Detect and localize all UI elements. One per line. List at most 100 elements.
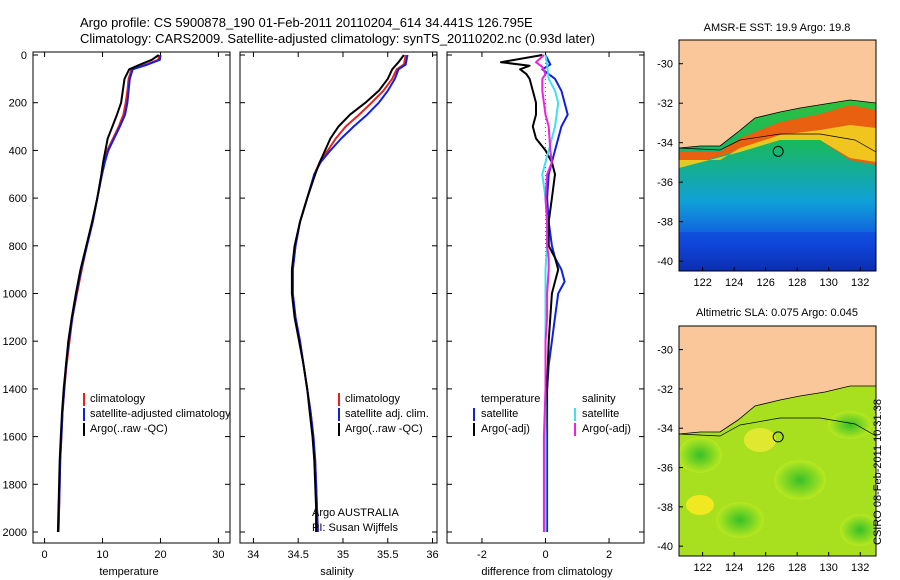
sla-eddy bbox=[774, 460, 826, 500]
series-line bbox=[56, 54, 160, 533]
map-x-tick-label: 122 bbox=[693, 562, 711, 574]
figure-title-line2: Climatology: CARS2009. Satellite-adjuste… bbox=[80, 31, 595, 46]
map-x-tick-label: 124 bbox=[725, 277, 743, 289]
map-y-tick-label: -36 bbox=[657, 177, 673, 189]
temperature-panel: 0 10 20 30 0 200 400 600 800 1000 1200 1400 1600 1800… bbox=[3, 50, 230, 561]
difference-xlabel: difference from climatology bbox=[481, 566, 613, 578]
map-y-tick-label: -36 bbox=[657, 463, 673, 475]
salinity-panel: 34 34.5 35 35.5 36 bbox=[240, 52, 439, 561]
map-y-tick-label: -34 bbox=[657, 138, 673, 150]
salinity-xlabel: salinity bbox=[320, 566, 354, 578]
legend-group-temperature: temperature bbox=[481, 393, 540, 405]
map-y-tick-label: -32 bbox=[657, 98, 673, 110]
sst-yellow-band bbox=[679, 125, 876, 168]
sla-map bbox=[679, 326, 876, 556]
legend-label-climatology: climatology bbox=[345, 393, 401, 405]
x-tick-label: 10 bbox=[96, 549, 108, 561]
sst-argo-position-marker bbox=[772, 145, 784, 157]
legend-label-satellite: satellite-adjusted climatology bbox=[90, 408, 231, 420]
sla-high bbox=[744, 428, 776, 452]
x-tick-label: 20 bbox=[154, 549, 166, 561]
y-tick-label: 0 bbox=[21, 50, 27, 62]
legend-label-climatology: climatology bbox=[90, 393, 146, 405]
x-tick-label: 34 bbox=[247, 549, 259, 561]
map-y-tick-label: -32 bbox=[657, 384, 673, 396]
map-y-tick-label: -40 bbox=[657, 541, 673, 553]
legend-label-sal-argo: Argo(-adj) bbox=[582, 423, 631, 435]
sst-deep-blue-band bbox=[679, 232, 876, 271]
map-x-tick-label: 132 bbox=[851, 277, 869, 289]
x-tick-label: 2 bbox=[606, 549, 612, 561]
series-line bbox=[290, 54, 405, 532]
sst-map-title: AMSR-E SST: 19.9 Argo: 19.8 bbox=[704, 22, 851, 34]
credit-timestamp: CSIRO 08-Feb-2011 10:31:38 bbox=[872, 399, 884, 545]
sla-eddy bbox=[679, 437, 722, 473]
legend-label-temp-argo: Argo(-adj) bbox=[481, 423, 530, 435]
sla-argo-position-marker bbox=[772, 431, 784, 443]
map-y-tick-label: -38 bbox=[657, 502, 673, 514]
x-tick-label: 34.5 bbox=[287, 549, 308, 561]
x-tick-label: 35 bbox=[337, 549, 349, 561]
y-tick-label: 1400 bbox=[3, 384, 27, 396]
sst-map-axes: 122 124 126 128 130 132 -30 -32 -34 -36 -38 -40 bbox=[657, 59, 869, 289]
sst-contour bbox=[679, 133, 876, 153]
legend-label-argo: Argo(..raw -QC) bbox=[90, 423, 168, 435]
x-tick-label: -2 bbox=[477, 549, 487, 561]
map-x-tick-label: 132 bbox=[851, 562, 869, 574]
map-y-tick-label: -38 bbox=[657, 217, 673, 229]
sla-eddy bbox=[716, 502, 764, 538]
x-tick-label: 35.5 bbox=[377, 549, 398, 561]
legend-label-satellite: satellite adj. clim. bbox=[345, 408, 429, 420]
map-x-tick-label: 126 bbox=[757, 562, 775, 574]
sla-land-australia bbox=[679, 326, 876, 435]
x-tick-label: 30 bbox=[212, 549, 224, 561]
sst-map bbox=[679, 40, 876, 271]
legend-label-sal-satellite: satellite bbox=[582, 408, 619, 420]
map-y-tick-label: -40 bbox=[657, 256, 673, 268]
series-line bbox=[535, 54, 553, 532]
y-tick-label: 400 bbox=[9, 145, 27, 157]
sla-eddy bbox=[840, 514, 876, 546]
y-tick-label: 600 bbox=[9, 193, 27, 205]
legend-label-argo: Argo(..raw -QC) bbox=[345, 423, 423, 435]
difference-panel: -2 0 2 bbox=[447, 52, 644, 561]
y-tick-label: 2000 bbox=[3, 527, 27, 539]
y-tick-label: 200 bbox=[9, 98, 27, 110]
sst-warm-coastal-band bbox=[679, 105, 876, 165]
difference-legend: temperature satellite Argo(-adj) salinit… bbox=[473, 393, 631, 436]
sla-map-axes: 122 124 126 128 130 132 -30 -32 -34 -36 -38 -40 bbox=[657, 345, 869, 574]
temperature-panel-frame bbox=[32, 51, 231, 544]
map-y-tick-label: -30 bbox=[657, 345, 673, 357]
map-x-tick-label: 122 bbox=[693, 277, 711, 289]
y-tick-label: 1000 bbox=[3, 289, 27, 301]
map-x-tick-label: 124 bbox=[725, 562, 743, 574]
y-tick-label: 1200 bbox=[3, 336, 27, 348]
legend-group-salinity: salinity bbox=[582, 393, 616, 405]
sla-map-title: Altimetric SLA: 0.075 Argo: 0.045 bbox=[696, 307, 858, 319]
annotation-argo-australia: Argo AUSTRALIA bbox=[312, 507, 399, 519]
map-y-tick-label: -30 bbox=[657, 59, 673, 71]
map-x-tick-label: 128 bbox=[788, 562, 806, 574]
sla-map-frame bbox=[678, 325, 877, 557]
annotation-pi: PI: Susan Wijffels bbox=[312, 522, 398, 534]
x-tick-label: 36 bbox=[426, 549, 438, 561]
temperature-legend: climatology satellite-adjusted climatolo… bbox=[83, 393, 231, 436]
series-line bbox=[500, 54, 560, 532]
legend-label-temp-satellite: satellite bbox=[481, 408, 518, 420]
map-x-tick-label: 130 bbox=[820, 562, 838, 574]
map-x-tick-label: 130 bbox=[820, 277, 838, 289]
sla-contour bbox=[679, 417, 876, 437]
salinity-legend: climatology satellite adj. clim. Argo(..… bbox=[312, 393, 429, 534]
y-tick-label: 1600 bbox=[3, 432, 27, 444]
map-x-tick-label: 126 bbox=[757, 277, 775, 289]
temperature-xlabel: temperature bbox=[99, 566, 158, 578]
x-tick-label: 0 bbox=[42, 549, 48, 561]
y-tick-label: 1800 bbox=[3, 479, 27, 491]
map-y-tick-label: -34 bbox=[657, 423, 673, 435]
map-x-tick-label: 128 bbox=[788, 277, 806, 289]
sst-map-frame bbox=[678, 39, 877, 272]
figure-title-line1: Argo profile: CS 5900878_190 01-Feb-2011… bbox=[80, 15, 533, 30]
sst-land-australia bbox=[679, 40, 876, 149]
x-tick-label: 0 bbox=[542, 549, 548, 561]
